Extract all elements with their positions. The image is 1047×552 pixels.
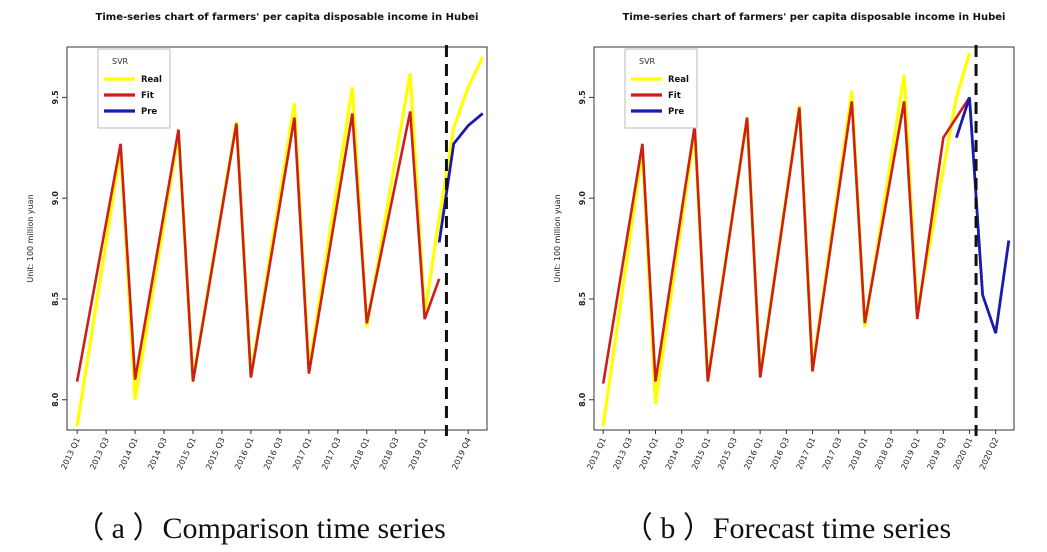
- x-tick-label: 2017 Q1: [291, 436, 314, 471]
- y-axis-label: Unit: 100 million yuan: [26, 194, 35, 282]
- x-tick-label: 2019 Q4: [450, 436, 473, 471]
- x-tick-label: 2014 Q1: [638, 436, 661, 471]
- caption-b: （ b ）Forecast time series: [622, 512, 952, 545]
- x-tick-label: 2016 Q3: [262, 436, 285, 471]
- y-tick-label: 9.5: [51, 90, 60, 105]
- x-tick-label: 2017 Q3: [320, 436, 343, 471]
- series-line-fit: [75, 111, 441, 382]
- x-tick-label: 2019 Q3: [926, 436, 949, 471]
- x-tick-label: 2018 Q3: [378, 436, 401, 471]
- x-tick-label: 2015 Q1: [175, 436, 198, 471]
- x-tick-label: 2014 Q3: [146, 436, 169, 471]
- x-tick-label: 2016 Q1: [742, 436, 765, 471]
- x-tick-label: 2020 Q2: [978, 436, 1001, 471]
- legend: SVR Real Fit Pre: [624, 48, 698, 129]
- legend-label-fit: Fit: [141, 91, 154, 101]
- chart-title: Time-series chart of farmers' per capita…: [623, 12, 1006, 23]
- x-tick-label: 2016 Q1: [233, 436, 256, 471]
- x-tick-label: 2013 Q3: [611, 436, 634, 471]
- x-tick-label: 2019 Q1: [899, 436, 922, 471]
- legend: SVR Real Fit Pre: [97, 48, 171, 129]
- plot-frame: [593, 46, 1015, 431]
- caption-a: （ a ）Comparison time series: [74, 512, 446, 545]
- x-tick-label: 2013 Q1: [59, 436, 82, 471]
- y-tick-label: 9.0: [578, 191, 587, 206]
- chart-panel-a: Time-series chart of farmers' per capita…: [0, 0, 520, 552]
- chart-title: Time-series chart of farmers' per capita…: [96, 12, 479, 23]
- legend-label-pre: Pre: [141, 107, 157, 117]
- x-tick-label: 2017 Q1: [795, 436, 818, 471]
- legend-title: SVR: [112, 57, 129, 66]
- x-tick-label: 2018 Q3: [873, 436, 896, 471]
- legend-label-real: Real: [668, 75, 689, 85]
- x-tick-label: 2020 Q1: [952, 436, 975, 471]
- y-tick-label: 8.5: [51, 291, 60, 306]
- x-tick-label: 2016 Q3: [768, 436, 791, 471]
- x-tick-label: 2018 Q1: [349, 436, 372, 471]
- legend-box: [97, 48, 171, 129]
- x-tick-label: 2018 Q1: [847, 436, 870, 471]
- y-tick-label: 8.0: [51, 392, 60, 407]
- chart-b: Time-series chart of farmers' per capita…: [553, 12, 1015, 471]
- legend-label-fit: Fit: [668, 91, 681, 101]
- chart-a: Time-series chart of farmers' per capita…: [26, 12, 488, 471]
- x-tick-label: 2013 Q1: [585, 436, 608, 471]
- x-tick-label: 2014 Q3: [664, 436, 687, 471]
- legend-label-real: Real: [141, 75, 162, 85]
- plot-frame: [66, 46, 488, 431]
- y-tick-label: 8.0: [578, 392, 587, 407]
- series-line-pre: [437, 112, 484, 243]
- chart-panel-b: Time-series chart of farmers' per capita…: [527, 0, 1047, 552]
- series-line-fit: [601, 96, 971, 384]
- x-tick-label: 2015 Q1: [690, 436, 713, 471]
- legend-label-pre: Pre: [668, 107, 684, 117]
- x-tick-label: 2019 Q1: [407, 436, 430, 471]
- x-tick-label: 2015 Q3: [716, 436, 739, 471]
- y-tick-label: 8.5: [578, 291, 587, 306]
- y-tick-label: 9.5: [578, 90, 587, 105]
- y-tick-label: 9.0: [51, 191, 60, 206]
- x-tick-label: 2017 Q3: [821, 436, 844, 471]
- x-tick-label: 2014 Q1: [117, 436, 140, 471]
- series-line-pre: [955, 96, 1011, 334]
- x-tick-label: 2015 Q3: [204, 436, 227, 471]
- y-axis-label: Unit: 100 million yuan: [553, 194, 562, 282]
- x-tick-label: 2013 Q3: [88, 436, 111, 471]
- legend-box: [624, 48, 698, 129]
- legend-title: SVR: [639, 57, 656, 66]
